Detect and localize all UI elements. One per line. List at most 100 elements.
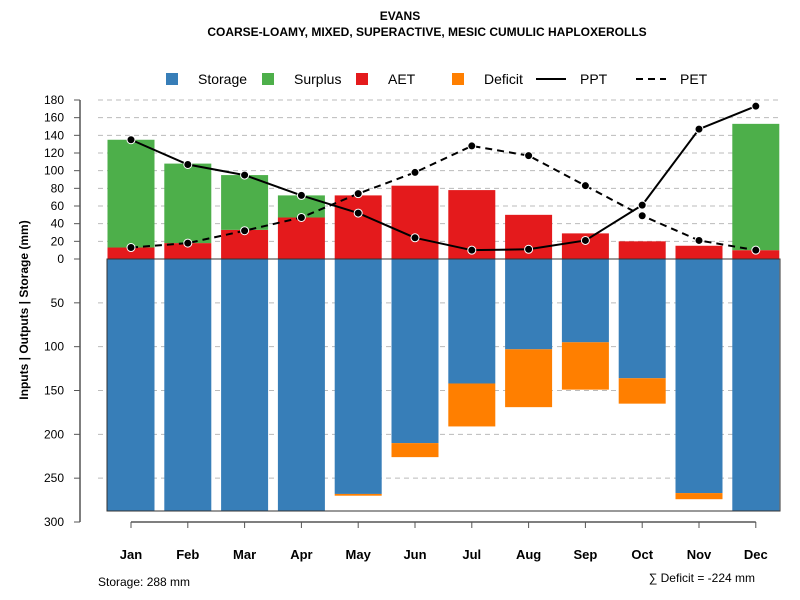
storage-bar — [334, 259, 382, 494]
plot-frame — [106, 258, 781, 512]
y-tick-label: 250 — [44, 471, 64, 485]
legend-aet-swatch — [356, 73, 368, 85]
ppt-point — [694, 124, 704, 134]
ppt-point — [240, 170, 250, 180]
deficit-bar — [618, 378, 666, 404]
legend-storage-swatch — [166, 73, 178, 85]
storage-bar — [277, 259, 325, 512]
storage-bar — [618, 259, 666, 379]
x-tick-label: Mar — [233, 547, 256, 562]
aet-bar — [107, 247, 155, 259]
pet-point — [467, 141, 477, 151]
x-tick-label: Dec — [744, 547, 768, 562]
aet-bar — [618, 241, 666, 259]
storage-bar — [164, 259, 212, 512]
storage-bar — [221, 259, 269, 512]
ppt-point — [353, 208, 363, 218]
storage-bar — [391, 259, 439, 444]
chart-subtitle: COARSE-LOAMY, MIXED, SUPERACTIVE, MESIC … — [207, 25, 646, 39]
surplus-bar — [732, 123, 780, 251]
ppt-point — [637, 200, 647, 210]
storage-bar — [732, 259, 780, 512]
pet-point — [183, 238, 193, 248]
storage-annotation: Storage: 288 mm — [98, 575, 190, 589]
y-tick-label: 200 — [44, 427, 64, 441]
aet-bar — [675, 245, 723, 259]
legend-ppt-label: PPT — [580, 71, 608, 87]
aet-bar — [277, 217, 325, 259]
y-tick-label: 180 — [44, 93, 64, 107]
aet-bar — [334, 195, 382, 259]
pet-point — [637, 211, 647, 221]
y-tick-label: 150 — [44, 384, 64, 398]
y-tick-label: 60 — [51, 199, 65, 213]
legend-deficit-label: Deficit — [484, 71, 523, 87]
aet-bar — [164, 243, 212, 259]
y-tick-label: 50 — [51, 296, 65, 310]
pet-point — [126, 243, 136, 253]
pet-point — [751, 245, 761, 255]
aet-bar — [391, 185, 439, 259]
legend-surplus-label: Surplus — [294, 71, 341, 87]
legend-pet-label: PET — [680, 71, 708, 87]
x-tick-label: Aug — [516, 547, 541, 562]
ppt-point — [126, 135, 136, 145]
x-tick-label: May — [346, 547, 372, 562]
surplus-bar — [221, 175, 269, 230]
y-tick-label: 300 — [44, 515, 64, 529]
pet-point — [580, 181, 590, 191]
x-tick-label: Jul — [462, 547, 481, 562]
x-tick-label: Oct — [631, 547, 653, 562]
pet-line — [130, 144, 756, 252]
surplus-bar — [164, 163, 212, 244]
y-tick-label: 80 — [51, 181, 65, 195]
x-tick-label: Sep — [573, 547, 597, 562]
storage-bar — [561, 259, 609, 343]
y-tick-label: 40 — [51, 217, 65, 231]
y-tick-label: 0 — [57, 252, 64, 266]
ppt-point — [410, 233, 420, 243]
x-tick-label: Jun — [403, 547, 426, 562]
storage-bar — [448, 259, 496, 384]
legend-surplus-swatch — [262, 73, 274, 85]
deficit-bar — [505, 349, 553, 408]
deficit-bar — [391, 443, 439, 458]
legend-aet-label: AET — [388, 71, 416, 87]
ppt-point — [296, 190, 306, 200]
storage-bar — [505, 259, 553, 350]
chart-title: EVANS — [380, 9, 420, 23]
y-tick-label: 160 — [44, 111, 64, 125]
y-tick-label: 20 — [51, 234, 65, 248]
y-tick-label: 100 — [44, 340, 64, 354]
deficit-bar — [561, 342, 609, 390]
deficit-annotation: ∑ Deficit = -224 mm — [649, 571, 755, 585]
x-tick-label: Feb — [176, 547, 199, 562]
x-tick-label: Nov — [687, 547, 712, 562]
pet-point — [410, 167, 420, 177]
legend-storage-label: Storage — [198, 71, 247, 87]
ppt-point — [467, 245, 477, 255]
pet-point — [694, 235, 704, 245]
y-tick-label: 120 — [44, 146, 64, 160]
pet-point — [353, 189, 363, 199]
y-axis-label: Inputs | Outputs | Storage (mm) — [17, 220, 31, 399]
pet-point — [296, 212, 306, 222]
deficit-bar — [675, 493, 723, 500]
deficit-bar — [334, 493, 382, 496]
x-tick-label: Apr — [290, 547, 312, 562]
x-tick-label: Jan — [120, 547, 142, 562]
deficit-bar — [448, 383, 496, 427]
surplus-bar — [107, 139, 155, 248]
ppt-point — [524, 244, 534, 254]
y-tick-label: 100 — [44, 164, 64, 178]
ppt-point — [751, 101, 761, 111]
y-tick-label: 140 — [44, 128, 64, 142]
ppt-point — [183, 159, 193, 169]
storage-bar — [107, 259, 155, 512]
ppt-point — [580, 235, 590, 245]
pet-point — [240, 226, 250, 236]
ppt-line — [130, 105, 757, 252]
legend-deficit-swatch — [452, 73, 464, 85]
